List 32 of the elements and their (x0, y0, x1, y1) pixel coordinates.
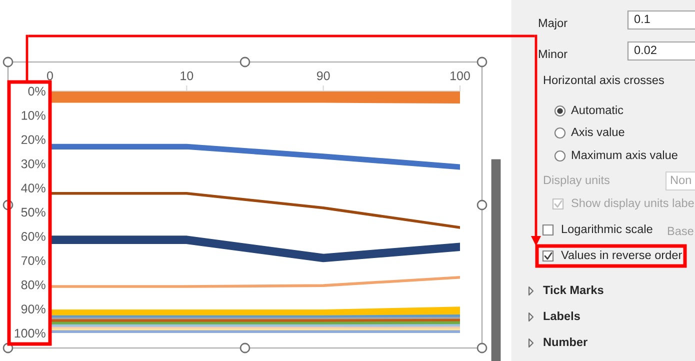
y-tick-label: 0% (28, 86, 46, 96)
text: Tick Marks (543, 285, 604, 294)
text: Labels (544, 311, 580, 320)
x-tick-label: 0 (47, 71, 53, 80)
y-tick-label: 20% (21, 135, 46, 144)
text: Axis value (571, 127, 624, 136)
y-tick-label: 10% (22, 111, 46, 120)
text: 0.1 (634, 14, 650, 24)
text: Major (538, 18, 568, 30)
text: Minor (538, 50, 568, 58)
y-tick-label: 60% (21, 232, 46, 241)
text: Base (668, 226, 694, 236)
y-tick-label: 40% (21, 184, 46, 192)
x-tick-label: 90 (316, 71, 330, 80)
text: 0.02 (634, 46, 656, 54)
text: Number (544, 337, 588, 346)
text: Horizontal axis crosses (544, 76, 664, 84)
y-tick-label: 90% (21, 304, 46, 314)
y-tick-label: 30% (21, 159, 46, 168)
text: Non (670, 176, 691, 184)
text: Values in reverse order (561, 250, 682, 260)
text: Display units (544, 175, 610, 186)
x-tick-label: 100 (450, 71, 470, 80)
text: Logarithmic scale (562, 224, 652, 236)
text: Show display units labe (572, 198, 694, 210)
text: Maximum axis value (572, 150, 678, 160)
y-tick-label: 70% (21, 256, 46, 266)
y-tick-label: 50% (21, 208, 46, 217)
y-tick-label: 80% (21, 280, 46, 290)
x-tick-label: 10 (180, 71, 194, 80)
y-tick-label: 100% (14, 328, 46, 338)
text: Automatic (571, 106, 624, 114)
